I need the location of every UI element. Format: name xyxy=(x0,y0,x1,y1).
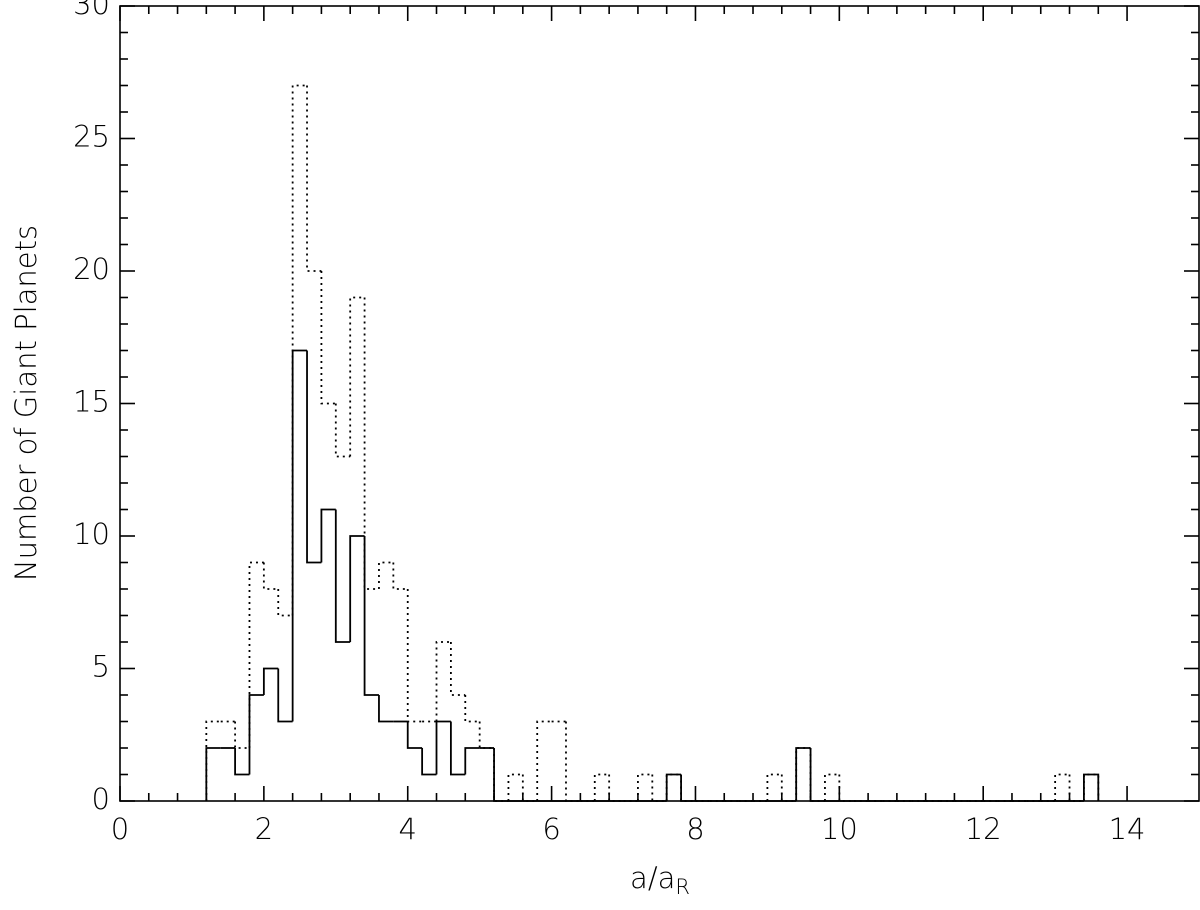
x-tick-label: 2 xyxy=(255,812,273,846)
histogram-bin xyxy=(536,720,552,801)
y-tick-label: 0 xyxy=(92,782,110,816)
histogram-bin xyxy=(291,84,308,616)
histogram-bin xyxy=(766,773,782,801)
histogram-bin xyxy=(248,694,264,775)
histogram-bin xyxy=(608,774,624,802)
histogram-bin xyxy=(493,748,509,802)
histogram-bin xyxy=(809,748,825,802)
x-tick-label: 14 xyxy=(1109,812,1146,846)
histogram-bin xyxy=(378,695,394,723)
histogram-bin xyxy=(824,773,840,801)
histogram-bin xyxy=(306,85,322,272)
histogram-bin xyxy=(406,721,423,749)
histogram-bin xyxy=(392,562,408,590)
histogram-bin xyxy=(277,589,293,617)
histogram-bin xyxy=(234,748,250,776)
y-tick-label: 5 xyxy=(92,650,110,684)
histogram-bin xyxy=(349,535,365,642)
histogram-bin xyxy=(464,747,480,775)
x-axis-label: a/aR xyxy=(630,861,690,899)
histogram-bin xyxy=(205,720,221,801)
x-tick-label: 6 xyxy=(542,812,560,846)
x-tick-label: 12 xyxy=(965,812,1002,846)
histogram-bin xyxy=(637,773,653,801)
histogram-bin xyxy=(795,747,811,801)
histogram-bin xyxy=(406,589,423,723)
histogram-bin xyxy=(363,297,379,590)
histogram-bin xyxy=(565,721,581,802)
histogram-bin xyxy=(435,720,451,775)
x-axis-label-main: a/a xyxy=(630,861,675,895)
histogram-bin xyxy=(521,774,538,802)
histogram-bin xyxy=(665,773,682,801)
histogram-bin xyxy=(291,349,308,722)
plot-frame xyxy=(119,5,1200,802)
x-tick-label: 4 xyxy=(399,812,417,846)
histogram-bin xyxy=(334,509,351,643)
histogram-bin xyxy=(680,774,696,802)
y-tick-label: 15 xyxy=(73,385,110,419)
histogram-bin xyxy=(234,721,250,749)
histogram-bin xyxy=(363,536,379,696)
x-tick-label: 10 xyxy=(821,812,858,846)
histogram-bin xyxy=(680,774,696,802)
histogram-bin xyxy=(421,748,437,776)
histogram-bin xyxy=(478,721,495,749)
y-tick-label: 30 xyxy=(73,0,110,21)
histogram-bin xyxy=(809,748,825,802)
histogram-bin xyxy=(449,642,466,696)
histogram-bin xyxy=(205,747,221,801)
x-axis-label-subscript: R xyxy=(675,875,690,899)
histogram-bin xyxy=(1068,774,1084,802)
histogram-bin xyxy=(464,695,480,723)
histogram-bin xyxy=(262,562,279,590)
histogram-bin xyxy=(378,561,394,589)
x-tick-label: 8 xyxy=(686,812,704,846)
y-tick-label: 10 xyxy=(73,517,110,551)
histogram-bin xyxy=(334,403,351,458)
y-axis-label: Number of Giant Planets xyxy=(9,225,43,581)
histogram-bin xyxy=(262,667,279,695)
histogram-bin xyxy=(795,747,811,801)
histogram-bin xyxy=(320,271,336,405)
histogram-bin xyxy=(320,508,336,563)
histogram-bin xyxy=(1083,773,1100,801)
histogram-bin xyxy=(1083,773,1100,801)
histogram-bin xyxy=(435,641,451,722)
histogram-bin xyxy=(449,721,466,776)
histogram-bin xyxy=(306,350,322,564)
histogram-bin xyxy=(780,774,797,802)
histogram-bin xyxy=(277,668,293,723)
histogram-bin xyxy=(349,296,365,457)
histogram-bin xyxy=(838,774,854,802)
histogram-bin xyxy=(1054,773,1070,801)
histogram-bin xyxy=(507,773,523,801)
histogram-bin xyxy=(493,748,509,802)
histogram-bin xyxy=(593,773,610,801)
y-tick-label: 20 xyxy=(73,252,110,286)
histogram-bin xyxy=(651,774,667,802)
histogram-bin xyxy=(248,561,264,748)
y-tick-label: 25 xyxy=(73,120,110,154)
histogram-bin xyxy=(665,773,682,801)
x-tick-label: 0 xyxy=(111,812,129,846)
